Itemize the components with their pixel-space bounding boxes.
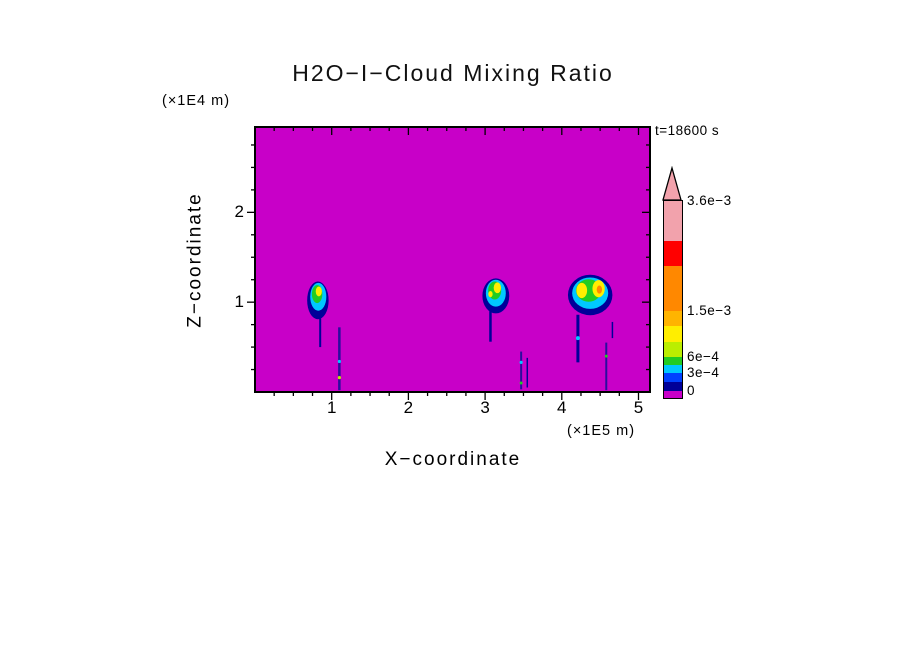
colorbar-tick-label: 1.5e−3 (687, 303, 732, 318)
plot-svg (247, 126, 651, 400)
colorbar-segment (664, 241, 682, 266)
colorbar-segment (664, 326, 682, 342)
plot-frame (254, 126, 651, 393)
cloud-2-layer (493, 282, 502, 294)
colorbar-bar (663, 200, 683, 399)
colorbar-segment (664, 373, 682, 382)
cloud-dot (337, 376, 341, 380)
cloud-dot (575, 336, 580, 341)
colorbar-tick-label: 6e−4 (687, 349, 720, 364)
plot-background (255, 127, 650, 392)
x-tick-label: 1 (326, 398, 337, 417)
colorbar-arrow (662, 166, 682, 201)
colorbar-segment (664, 357, 682, 365)
colorbar-segment (664, 365, 682, 373)
x-tick-label: 5 (633, 398, 644, 417)
cloud-dot (519, 360, 523, 364)
x-axis-title: X−coordinate (384, 449, 522, 470)
z-tick-label: 2 (234, 202, 244, 222)
cloud-1-layer (315, 286, 322, 297)
colorbar-tick-label: 3e−4 (687, 365, 720, 380)
x-axis-unit-label: (×1E5 m) (567, 423, 636, 439)
colorbar-segment (664, 342, 682, 357)
x-tick-label: 2 (403, 398, 414, 417)
cloud-dot (604, 354, 608, 358)
x-tick-label: 3 (480, 398, 490, 417)
colorbar-tick-label: 3.6e−3 (687, 193, 732, 208)
colorbar-segment (664, 201, 682, 241)
colorbar-tick-label: 0 (687, 383, 696, 398)
cloud-dot (337, 359, 341, 364)
colorbar-segment (664, 266, 682, 311)
z-tick-label: 1 (234, 292, 244, 312)
cloud-dot (519, 381, 523, 385)
chart-title: H2O−I−Cloud Mixing Ratio (292, 60, 614, 86)
cloud-2-layer (488, 290, 493, 298)
z-axis-unit-label: (×1E4 m) (162, 93, 231, 109)
z-axis-title-wrap: Z−coordinate (178, 127, 214, 392)
colorbar-labels: 0 3e−4 6e−4 1.5e−3 3.6e−3 (687, 0, 777, 654)
cloud-3-layer (576, 282, 588, 299)
time-label: t=18600 s (655, 123, 720, 138)
colorbar-segment (664, 391, 682, 398)
colorbar-segment (664, 311, 682, 326)
x-tick-label: 4 (557, 398, 567, 417)
colorbar-arrow-shape (662, 166, 682, 201)
z-axis-title: Z−coordinate (185, 191, 206, 328)
cloud-field (307, 274, 614, 391)
colorbar-segment (664, 382, 682, 391)
cloud-3-layer (596, 285, 603, 294)
